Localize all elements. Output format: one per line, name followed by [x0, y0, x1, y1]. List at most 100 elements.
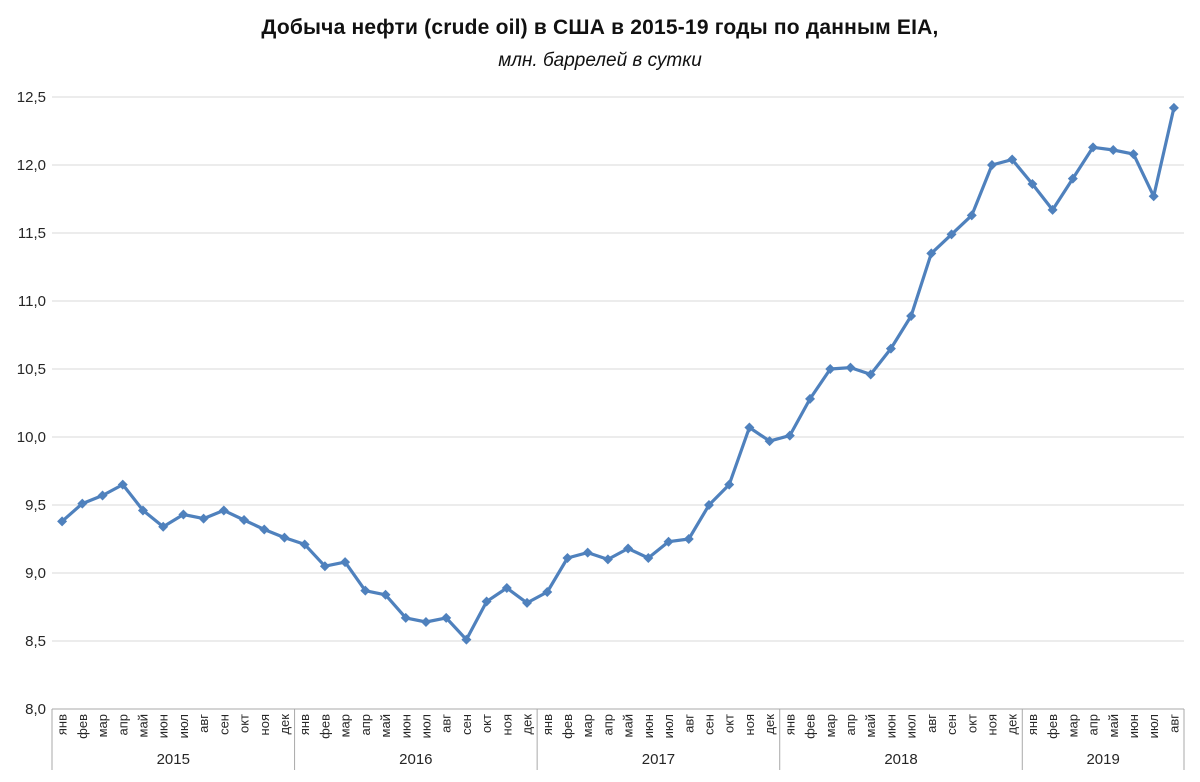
y-tick-label: 9,0	[25, 565, 46, 582]
month-tick-label: фев	[317, 714, 332, 739]
month-tick-label: фев	[560, 714, 575, 739]
month-tick-label: ноя	[499, 714, 514, 735]
month-tick-label: апр	[600, 714, 615, 736]
data-point-marker	[805, 393, 816, 404]
data-point-marker	[1148, 191, 1159, 202]
month-tick-label: июл	[418, 714, 433, 738]
month-tick-label: янв	[782, 714, 797, 735]
data-point-marker	[946, 229, 957, 240]
month-tick-label: июн	[641, 714, 656, 738]
month-tick-label: июл	[176, 714, 191, 738]
data-point-marker	[1128, 149, 1139, 160]
data-point-marker	[926, 248, 937, 259]
data-point-marker	[825, 364, 836, 374]
month-tick-label: дек	[520, 714, 535, 735]
month-tick-label: авг	[924, 714, 939, 733]
data-point-marker	[764, 436, 775, 447]
data-point-marker	[178, 509, 189, 520]
data-point-marker	[1047, 204, 1058, 215]
month-tick-label: авг	[439, 714, 454, 733]
data-point-marker	[623, 543, 634, 554]
month-tick-label: июн	[398, 714, 413, 738]
year-labels: 2015 2016 2017 2018 2019	[157, 751, 1120, 768]
month-tick-label: май	[135, 714, 150, 737]
data-point-marker	[137, 505, 148, 516]
data-point-marker	[400, 612, 411, 623]
month-tick-label: июн	[156, 714, 171, 738]
month-tick-label: мар	[823, 714, 838, 737]
data-point-marker	[986, 160, 997, 170]
data-point-marker	[218, 505, 229, 516]
month-tick-label: окт	[964, 714, 979, 733]
y-tick-label: 11,0	[18, 293, 46, 310]
month-labels: янв фев мар апр май июн июл авг сен окт ноя дек янв ф…	[55, 714, 1182, 739]
data-point-marker	[1168, 102, 1179, 113]
data-point-marker	[784, 430, 795, 441]
month-tick-label: авг	[681, 714, 696, 733]
data-point-marker	[441, 612, 452, 623]
data-point-marker	[582, 547, 593, 558]
y-axis-labels: 8,0 8,5 9,0 9,5 10,0 10,5 11,0 11,5 12,0 12,5	[17, 89, 46, 718]
data-point-marker	[724, 479, 735, 490]
data-point-marker	[319, 561, 330, 572]
month-tick-label: апр	[115, 714, 130, 736]
month-tick-label: дек	[1005, 714, 1020, 735]
data-point-marker	[683, 534, 694, 544]
data-point-marker	[906, 310, 917, 321]
month-tick-label: янв	[55, 714, 70, 735]
data-point-marker	[845, 362, 856, 373]
data-point-marker	[57, 516, 68, 527]
year-label: 2019	[1086, 751, 1119, 768]
month-tick-label: фев	[75, 714, 90, 739]
data-point-marker	[643, 553, 654, 564]
data-point-marker	[77, 498, 88, 509]
year-dividers	[51, 709, 1185, 770]
month-tick-label: ноя	[742, 714, 757, 735]
data-point-marker	[97, 490, 108, 501]
month-tick-label: окт	[237, 714, 252, 733]
data-point-marker	[1027, 179, 1038, 190]
month-tick-label: янв	[1025, 714, 1040, 735]
data-point-marker	[562, 553, 573, 564]
data-point-marker	[501, 582, 512, 593]
data-point-marker	[966, 210, 977, 221]
y-tick-label: 10,0	[17, 429, 46, 446]
month-tick-label: фев	[803, 714, 818, 739]
data-point-marker	[1067, 173, 1078, 184]
data-point-marker	[1088, 142, 1099, 153]
month-tick-label: сен	[944, 714, 959, 735]
month-tick-label: май	[378, 714, 393, 737]
month-tick-label: окт	[479, 714, 494, 733]
month-tick-label: май	[863, 714, 878, 737]
data-point-marker	[522, 597, 533, 608]
data-point-marker	[420, 616, 431, 627]
month-tick-label: фев	[1045, 714, 1060, 739]
month-tick-label: июн	[1126, 714, 1141, 738]
month-tick-label: июл	[904, 714, 919, 738]
year-label: 2015	[157, 751, 190, 768]
y-tick-label: 12,0	[17, 157, 46, 174]
data-point-marker	[865, 369, 876, 380]
year-label: 2018	[884, 751, 917, 768]
data-point-marker	[158, 521, 169, 532]
month-tick-label: мар	[95, 714, 110, 737]
month-tick-label: янв	[297, 714, 312, 735]
y-tick-label: 9,5	[25, 497, 46, 514]
month-tick-label: авг	[196, 714, 211, 733]
month-tick-label: июл	[661, 714, 676, 738]
data-point-marker	[360, 585, 371, 596]
data-point-marker	[885, 343, 896, 354]
y-tick-label: 10,5	[17, 361, 46, 378]
data-point-marker	[703, 500, 714, 510]
month-tick-label: май	[1106, 714, 1121, 737]
data-point-marker	[542, 587, 553, 598]
data-point-marker	[1007, 154, 1018, 165]
year-label: 2017	[642, 751, 675, 768]
month-tick-label: июл	[1146, 714, 1161, 738]
month-tick-label: дек	[277, 714, 292, 735]
month-tick-label: июн	[883, 714, 898, 738]
data-point-marker	[259, 524, 270, 535]
data-point-markers	[57, 102, 1179, 645]
month-tick-label: ноя	[257, 714, 272, 735]
